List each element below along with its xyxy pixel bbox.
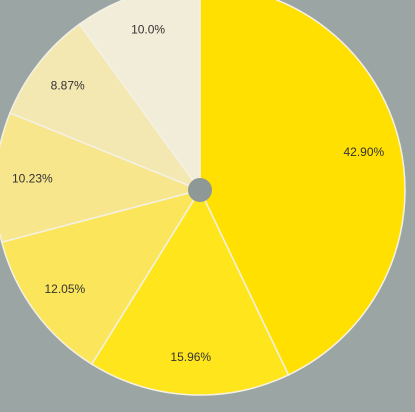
data-label: 8.87% (51, 79, 85, 93)
pie-slice (78, 0, 201, 193)
pie-slice (90, 188, 290, 396)
pie-slice (0, 111, 203, 244)
data-label: 15.96% (170, 350, 211, 364)
data-label: 10.23% (12, 171, 53, 185)
data-label: 10.0% (131, 22, 165, 36)
center-hub (188, 178, 212, 202)
pie-slice (199, 0, 406, 376)
data-label: 12.05% (44, 282, 85, 296)
pie-slice (9, 23, 203, 192)
data-label: 42.90% (343, 145, 384, 159)
pie-slice (0, 188, 202, 366)
